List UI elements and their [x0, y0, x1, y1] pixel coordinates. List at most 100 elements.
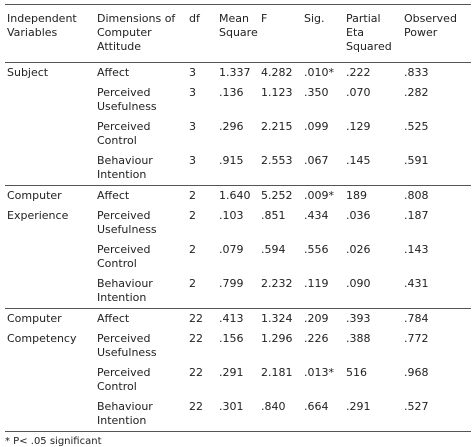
table-row: Computer Affect 2 1.640 5.252.009* 189.808: [5, 185, 471, 206]
table-cell: Competency: [7, 332, 77, 345]
table-cell: 2.215: [261, 120, 293, 133]
empty-cell: [5, 397, 95, 432]
table-cell: 1.296: [261, 332, 293, 345]
table-cell: 3: [189, 66, 196, 79]
column-header: df: [187, 4, 217, 63]
table-cell: 3: [189, 120, 196, 133]
table-cell: Perceived Usefulness: [97, 332, 157, 359]
table-cell: 4.282: [261, 66, 293, 79]
table-cell: Perceived Usefulness: [97, 86, 157, 113]
table-row: Perceived Control 22 .291 2.181 .013* 516 .968: [5, 363, 471, 397]
table-cell: 1.324: [259, 308, 302, 329]
header-row: Independent Variables Dimensions of Compu…: [5, 4, 471, 63]
table-cell: 22: [189, 366, 203, 379]
table-row: Perceived Control 3 .296 2.215 .099 .129 .525: [5, 117, 471, 151]
empty-cell: [5, 274, 95, 309]
empty-cell: [5, 240, 95, 274]
table-row: Perceived Usefulness 3 .136 1.123 .350 .070 .2…: [5, 83, 471, 117]
table-cell: .226: [304, 332, 329, 345]
table-cell: .840: [259, 397, 302, 432]
table-cell: .103: [219, 209, 244, 222]
table-cell: Computer: [5, 185, 95, 206]
table-cell: .556: [304, 243, 329, 256]
table-cell: .282: [404, 86, 429, 99]
table-cell: Behaviour Intention: [97, 277, 153, 304]
table-cell: Perceived Control: [97, 120, 151, 147]
table-cell: Experience: [7, 209, 69, 222]
table-cell: 2.553: [261, 154, 293, 167]
table-cell: .388: [346, 332, 371, 345]
table-cell: .009*: [302, 185, 344, 206]
table-cell: 516: [346, 366, 367, 379]
table-row: Behaviour Intention 2 .799 2.232 .119 .090 .43…: [5, 274, 471, 309]
table-cell: .187: [404, 209, 429, 222]
table-cell: Behaviour Intention: [97, 154, 153, 181]
table-cell: .013*: [304, 366, 334, 379]
table-cell: .067: [304, 154, 329, 167]
table-cell: 2: [189, 209, 196, 222]
table-cell: 5.252: [259, 185, 302, 206]
table-cell: .136: [219, 86, 244, 99]
table-cell: .143: [404, 243, 429, 256]
table-cell: 3: [189, 86, 196, 99]
table-cell: .527: [402, 397, 471, 432]
table-cell: .413: [217, 308, 259, 329]
table-cell: 1.123: [261, 86, 293, 99]
table-cell: 1.337: [219, 66, 251, 79]
table-cell: .833: [404, 66, 429, 79]
table-cell: Computer: [5, 308, 95, 329]
table-header: Independent Variables Dimensions of Compu…: [5, 4, 471, 63]
empty-cell: [5, 363, 95, 397]
table-cell: .434: [304, 209, 329, 222]
table-cell: .591: [404, 154, 429, 167]
column-header: Partial Eta Squared: [344, 4, 402, 63]
table-cell: .851: [261, 209, 286, 222]
table-cell: .784: [402, 308, 471, 329]
table-cell: Perceived Usefulness: [97, 209, 157, 236]
table-cell: Behaviour Intention: [95, 397, 187, 432]
table-cell: 3: [189, 154, 196, 167]
table-cell: Affect: [95, 185, 187, 206]
table-cell: .968: [404, 366, 429, 379]
table-cell: .431: [404, 277, 429, 290]
empty-cell: [5, 117, 95, 151]
column-header: Sig.: [302, 4, 344, 63]
table-cell: .525: [404, 120, 429, 133]
table-cell: .145: [346, 154, 371, 167]
table-cell: .772: [404, 332, 429, 345]
table-cell: Affect: [97, 66, 130, 79]
table-cell: 1.640: [217, 185, 259, 206]
table-cell: 2.232: [261, 277, 293, 290]
table-cell: .291: [219, 366, 244, 379]
table-cell: .079: [219, 243, 244, 256]
column-header: Independent Variables: [5, 4, 95, 63]
table-cell: .296: [219, 120, 244, 133]
table-cell: Subject: [7, 66, 49, 79]
table-cell: .156: [219, 332, 244, 345]
table-row: Behaviour Intention 22.301.840.664.291.52…: [5, 397, 471, 432]
table-row: Behaviour Intention 3 .915 2.553 .067 .145 .59…: [5, 151, 471, 186]
column-header: Observed Power: [402, 4, 471, 63]
table-row: Subject Affect 3 1.337 4.282 .010* .222 .833: [5, 63, 471, 84]
table-cell: Perceived Control: [97, 366, 151, 393]
table-cell: 2: [189, 277, 196, 290]
table-cell: Affect: [95, 308, 187, 329]
table-row: Computer Affect 22.413 1.324.209.393.784: [5, 308, 471, 329]
table-cell: .209: [302, 308, 344, 329]
table-cell: .799: [219, 277, 244, 290]
table-cell: .026: [346, 243, 371, 256]
table-cell: Perceived Control: [97, 243, 151, 270]
column-header: Dimensions of Computer Attitude: [95, 4, 187, 63]
table-row: Competency Perceived Usefulness 22 .156 1.29…: [5, 329, 471, 363]
table-cell: .036: [346, 209, 371, 222]
table-cell: .664: [302, 397, 344, 432]
table-cell: 22: [187, 397, 217, 432]
table-cell: .222: [346, 66, 371, 79]
table-row: Perceived Control 2 .079 .594 .556 .026 .143: [5, 240, 471, 274]
column-header: F: [259, 4, 302, 63]
column-header: Mean Square: [217, 4, 259, 63]
table-cell: .090: [346, 277, 371, 290]
table-cell: 2: [189, 243, 196, 256]
table-cell: .129: [346, 120, 371, 133]
